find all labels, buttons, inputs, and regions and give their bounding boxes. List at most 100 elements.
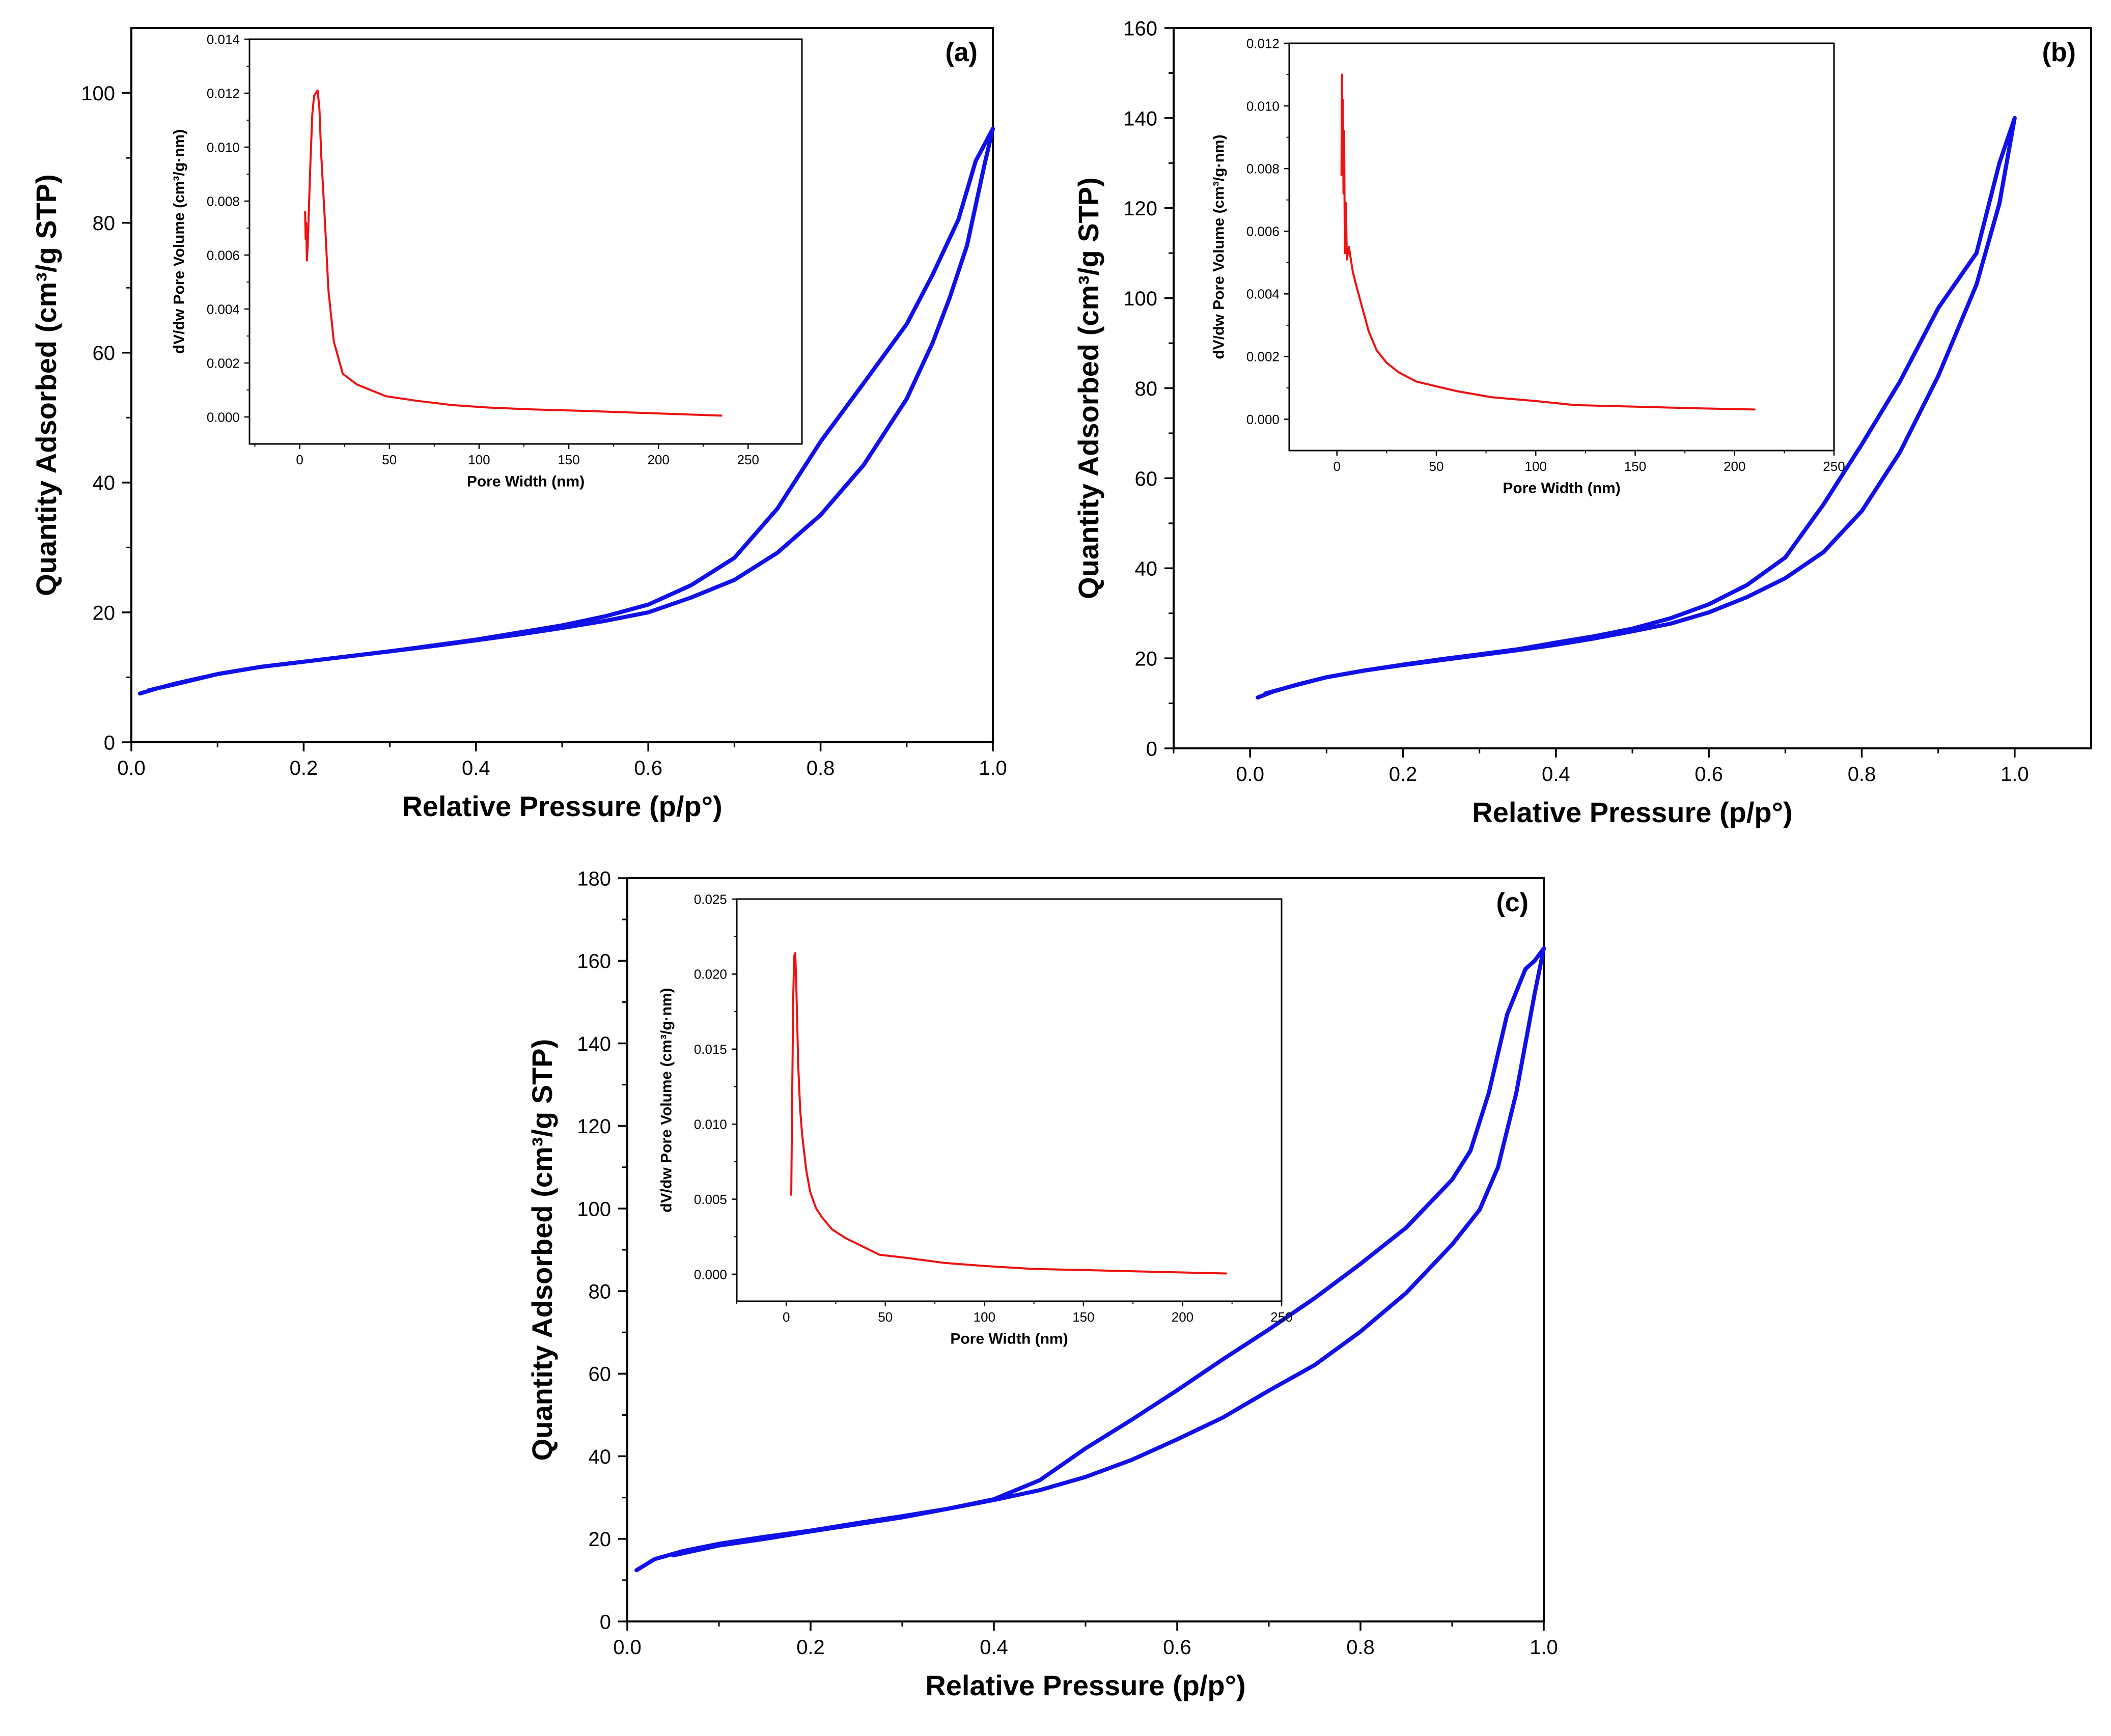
panel-a-isotherm-y-axis-title: Quantity Adsorbed (cm³/g STP) xyxy=(30,174,62,596)
panel-b-inset-x-tick-label: 150 xyxy=(1624,459,1646,474)
panel-c-isotherm-panel-label: (c) xyxy=(1496,888,1529,917)
panel-a-isotherm-x-tick-label: 1.0 xyxy=(979,757,1007,779)
panel-a-inset-x-tick-label: 100 xyxy=(468,452,490,467)
panel-c-isotherm-x-axis-title: Relative Pressure (p/p°) xyxy=(925,1669,1245,1701)
panel-a-inset-x-tick-label: 150 xyxy=(558,452,579,467)
panel-b-isotherm-desorption-line xyxy=(1263,116,2017,696)
panel-c-isotherm-x-tick-label: 1.0 xyxy=(1530,1636,1558,1659)
panel-a-inset-y-tick-label: 0.014 xyxy=(207,32,240,47)
panel-c-inset-y-tick-label: 0.025 xyxy=(694,891,727,907)
panel-c-isotherm-x-tick-label: 0.6 xyxy=(1163,1636,1191,1659)
panel-b-isotherm-y-tick-label: 0 xyxy=(1146,738,1157,760)
panel-c-isotherm-x-tick-label: 0.8 xyxy=(1346,1636,1375,1659)
panel-c-isotherm-y-tick-label: 120 xyxy=(577,1115,611,1138)
panel-b-isotherm-y-tick-label: 140 xyxy=(1123,107,1157,130)
panel-a-inset-x-tick-label: 0 xyxy=(296,452,303,467)
panel-b-inset-x-tick-label: 100 xyxy=(1525,459,1547,474)
panel-b-isotherm-y-tick-label: 120 xyxy=(1123,198,1157,220)
panel-c-inset-x-axis-title: Pore Width (nm) xyxy=(950,1330,1068,1347)
panel-b-isotherm-x-tick-label: 1.0 xyxy=(2001,763,2029,786)
panel-c-isotherm-y-tick-label: 80 xyxy=(589,1281,612,1303)
panel-a-isotherm-x-tick-label: 0.2 xyxy=(290,757,318,779)
panel-b-inset-group: 0 50 100 150 200 250 0.000 0.002 0.004 0.006 0.008… xyxy=(1210,36,1845,496)
panel-b-inset-y-axis-title: dV/dw Pore Volume (cm³/g·nm) xyxy=(1210,134,1227,359)
panel-c-inset-x-tick-label: 0 xyxy=(783,1309,790,1325)
panel-b-isotherm-x-tick-label: 0.0 xyxy=(1236,763,1264,786)
panel-b-inset-x-axis-title: Pore Width (nm) xyxy=(1503,480,1620,496)
panel-b-isotherm-x-axis-title: Relative Pressure (p/p°) xyxy=(1472,796,1792,828)
panel-a-inset-y-tick-label: 0.012 xyxy=(207,86,240,101)
panel-c-isotherm-y-tick-label: 60 xyxy=(589,1363,612,1386)
panel-c-inset-y-tick-label: 0.015 xyxy=(694,1042,727,1057)
panel-b-inset-x-tick-label: 0 xyxy=(1333,459,1340,474)
panel-c-inset-x-tick-label: 150 xyxy=(1072,1309,1094,1325)
panel-b-isotherm-y-tick-label: 60 xyxy=(1135,468,1158,490)
panel-c-isotherm-y-tick-label: 160 xyxy=(577,950,611,973)
panel-b-isotherm-y-tick-label: 40 xyxy=(1135,558,1158,580)
panel-a-inset-group: 0 50 100 150 200 250 0.000 0.002 0.004 0.006 0.008… xyxy=(171,32,803,490)
panel-a-isotherm-y-tick-label: 0 xyxy=(104,732,115,754)
panel-c-isotherm-y-axis-title: Quantity Adsorbed (cm³/g STP) xyxy=(526,1039,558,1461)
panel-b-inset-x-tick-label: 200 xyxy=(1724,459,1745,474)
panel-c-inset-x-tick-label: 200 xyxy=(1172,1309,1193,1325)
panel-a-inset-x-tick-label: 200 xyxy=(647,452,669,467)
panel-b-inset-y-tick-label: 0.000 xyxy=(1246,412,1280,427)
panel-c-inset-y-axis-title: dV/dw Pore Volume (cm³/g·nm) xyxy=(658,988,675,1212)
panel-a-inset-x-tick-label: 250 xyxy=(737,452,759,467)
panel-b-inset-y-tick-label: 0.004 xyxy=(1246,287,1280,302)
panel-b-isotherm-x-tick-label: 0.8 xyxy=(1848,763,1876,786)
panel-c-isotherm-y-tick-label: 40 xyxy=(589,1446,612,1468)
panel-a-isotherm-y-tick-label: 100 xyxy=(81,82,115,105)
panel-b-inset-x-tick-label: 50 xyxy=(1429,459,1444,474)
panel-a-inset-y-tick-label: 0.008 xyxy=(207,193,240,209)
panel-a-inset-y-tick-label: 0.002 xyxy=(207,355,240,371)
panel-a-inset-x-axis-title: Pore Width (nm) xyxy=(467,473,585,490)
panel-a-isotherm-x-tick-label: 0.4 xyxy=(462,757,490,779)
panel-a-isotherm-y-tick-label: 80 xyxy=(93,212,116,235)
panel-c-isotherm-x-tick-label: 0.2 xyxy=(796,1636,825,1659)
panel-a-isotherm-x-axis-title: Relative Pressure (p/p°) xyxy=(402,790,722,822)
panel-c-inset-x-tick-label: 100 xyxy=(974,1309,995,1325)
panel-c-inset-group: 0 50 100 150 200 250 0.000 0.005 0.010 0.015 0.020… xyxy=(658,891,1292,1347)
panel-b-isotherm-x-tick-label: 0.2 xyxy=(1389,763,1418,786)
panel-a-isotherm-desorption-line xyxy=(146,126,995,692)
panel-a-inset-y-axis-title: dV/dw Pore Volume (cm³/g·nm) xyxy=(171,129,187,354)
panel-a-isotherm-x-tick-label: 0.0 xyxy=(117,757,146,779)
panel-c-isotherm-x-tick-label: 0.4 xyxy=(980,1636,1008,1659)
panel-c-inset-pore-size-distribution-line xyxy=(790,952,1228,1275)
panel-b-isotherm-y-tick-label: 80 xyxy=(1135,378,1158,400)
panel-b-isotherm-y-tick-label: 160 xyxy=(1123,17,1157,40)
panel-b-inset-y-tick-label: 0.012 xyxy=(1246,36,1280,51)
panel-a-inset-y-tick-label: 0.000 xyxy=(207,409,240,425)
panel-a-inset-x-tick-label: 50 xyxy=(382,452,397,467)
panel-c-inset-y-tick-label: 0.005 xyxy=(694,1192,727,1207)
panel-a-inset-y-tick-label: 0.006 xyxy=(207,247,240,263)
panel-c-isotherm-y-tick-label: 20 xyxy=(589,1528,612,1551)
panel-b-inset-y-tick-label: 0.002 xyxy=(1246,349,1280,365)
panel-c-inset-x-tick-label: 50 xyxy=(878,1309,893,1325)
panel-a-isotherm-y-tick-label: 60 xyxy=(93,342,116,365)
panel-c-inset-y-tick-label: 0.020 xyxy=(694,967,727,982)
panel-c-isotherm-y-tick-label: 140 xyxy=(577,1033,611,1055)
panel-b-inset-frame xyxy=(1288,42,1835,452)
panel-b-isotherm-y-tick-label: 20 xyxy=(1135,648,1158,670)
panel-a-isotherm-x-tick-label: 0.8 xyxy=(807,757,835,779)
panel-c-isotherm-desorption-line xyxy=(671,946,1546,1558)
panel-a-inset-y-tick-label: 0.010 xyxy=(207,139,240,155)
panel-b-inset-y-tick-label: 0.008 xyxy=(1246,161,1280,177)
panel-a-inset-frame xyxy=(248,38,803,445)
panel-b-isotherm-x-tick-label: 0.6 xyxy=(1695,763,1723,786)
panel-c-isotherm-y-tick-label: 100 xyxy=(577,1198,611,1220)
panel-c-inset-frame xyxy=(736,898,1283,1302)
panel-b-isotherm-y-axis-title: Quantity Adsorbed (cm³/g STP) xyxy=(1072,177,1104,599)
panel-b-inset-x-tick-label: 250 xyxy=(1823,459,1845,474)
panel-c-inset-y-tick-label: 0.010 xyxy=(694,1117,727,1132)
panel-c-isotherm-y-tick-label: 0 xyxy=(600,1611,611,1633)
panel-a-inset-y-tick-label: 0.004 xyxy=(207,301,240,317)
panel-b-inset-y-tick-label: 0.006 xyxy=(1246,224,1280,239)
panel-a-isotherm-panel-label: (a) xyxy=(945,38,978,67)
panel-b-isotherm-x-tick-label: 0.4 xyxy=(1542,763,1570,786)
panel-a-isotherm-x-tick-label: 0.6 xyxy=(634,757,662,779)
panel-a-inset-pore-size-distribution-line xyxy=(304,89,723,417)
